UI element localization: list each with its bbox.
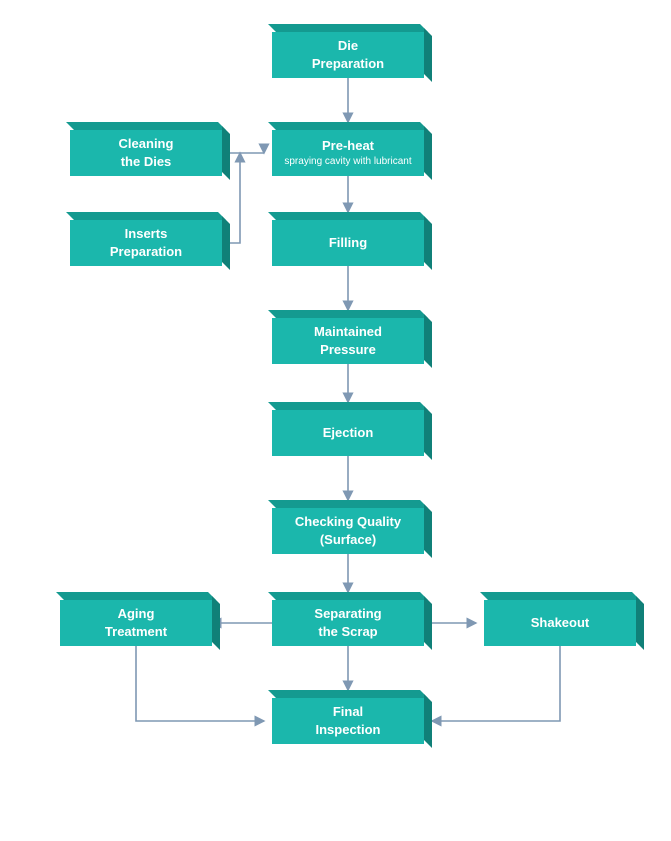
node-filling: Filling [272,220,424,266]
node-label: Treatment [105,623,167,641]
node-label: Ejection [323,424,374,442]
node-label: Separating [314,605,381,623]
node-label: Checking Quality [295,513,401,531]
node-label: the Scrap [318,623,377,641]
node-label: (Surface) [320,531,376,549]
node-label: Aging [118,605,155,623]
node-aging: AgingTreatment [60,600,212,646]
node-sublabel: spraying cavity with lubricant [284,155,411,169]
node-label: Inspection [315,721,380,739]
node-pressure: MaintainedPressure [272,318,424,364]
node-label: Pre-heat [322,137,374,155]
node-ejection: Ejection [272,410,424,456]
node-preheat: Pre-heatspraying cavity with lubricant [272,130,424,176]
node-label: the Dies [121,153,172,171]
node-final: FinalInspection [272,698,424,744]
node-cleaning: Cleaningthe Dies [70,130,222,176]
node-label: Preparation [110,243,182,261]
node-inserts: InsertsPreparation [70,220,222,266]
node-label: Final [333,703,363,721]
node-label: Cleaning [119,135,174,153]
node-label: Die [338,37,358,55]
node-checking: Checking Quality(Surface) [272,508,424,554]
node-label: Inserts [125,225,168,243]
node-label: Filling [329,234,367,252]
node-label: Shakeout [531,614,590,632]
node-label: Pressure [320,341,376,359]
node-separating: Separatingthe Scrap [272,600,424,646]
node-label: Preparation [312,55,384,73]
node-shakeout: Shakeout [484,600,636,646]
node-die_prep: DiePreparation [272,32,424,78]
edge [432,646,560,721]
edge [136,646,264,721]
node-label: Maintained [314,323,382,341]
